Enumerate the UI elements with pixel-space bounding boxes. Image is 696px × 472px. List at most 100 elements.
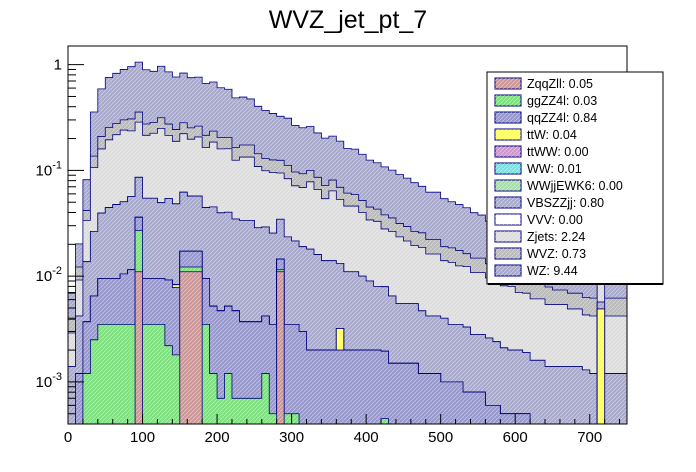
bar-hatch-ggzz4l (239, 398, 248, 424)
bar-hatch-vbszzjj (552, 366, 561, 424)
y-tick-exponent: -3 (52, 371, 62, 383)
bar-hatch-ggzz4l (269, 413, 277, 424)
bar-hatch-zqqzll (187, 271, 195, 424)
bar-hatch-qqzz4l (75, 373, 84, 424)
bar-hatch-qqzz4l (254, 321, 263, 424)
bar-hatch-qqzz4l (209, 306, 218, 424)
bar-hatch-qqzz4l (217, 310, 225, 424)
bar-hatch-vbszzjj (507, 350, 516, 424)
bar-hatch-qqzz4l (373, 350, 382, 424)
bar-hatch-ggzz4l (82, 373, 91, 424)
bar-hatch-ggzz4l (202, 324, 210, 424)
bar-hatch-qqzz4l (299, 331, 307, 424)
bar-hatch-qqzz4l (224, 306, 233, 424)
x-axis: 0 100 200 300 400 500 600 700 (64, 414, 621, 446)
bar-hatch-ggzz4l (209, 373, 218, 424)
bar-hatch-qqzz4l (321, 350, 330, 424)
x-tick-label: 300 (279, 429, 304, 446)
bar-hatch-vbszzjj (515, 350, 523, 424)
legend-label-ttww: ttWW: 0.00 (527, 145, 589, 159)
legend-label-ggzz4l: ggZZ4l: 0.03 (527, 94, 597, 108)
bar-hatch-vbszzjj (530, 360, 538, 424)
bar-hatch-vbszzjj (440, 318, 449, 424)
bar-hatch-vbszzjj (619, 373, 627, 424)
bar-hatch-qqzz4l (515, 413, 523, 424)
bar-hatch-zjets (604, 316, 613, 424)
bar-hatch-zjets (552, 304, 561, 424)
bar-hatch-vbszzjj (492, 341, 501, 424)
bar-hatch-ttw (597, 308, 605, 424)
x-tick-label: 500 (428, 429, 453, 446)
bar-hatch-ggzz4l (224, 373, 233, 424)
bar-hatch-zjets (612, 316, 620, 424)
bar-hatch-qqzz4l (425, 373, 434, 424)
legend-swatch-hatch-wwjjewk6 (495, 180, 521, 191)
x-tick-label: 0 (64, 429, 72, 446)
legend-swatch-hatch-ww (495, 163, 521, 174)
legend-label-wz: WZ: 9.44 (527, 264, 578, 278)
bar-hatch-vbszzjj (485, 338, 494, 424)
bar-hatch-ggzz4l (142, 324, 151, 424)
bar-hatch-vbszzjj (425, 316, 434, 424)
histogram-bars (68, 61, 627, 424)
bar-hatch-ggzz4l (261, 373, 270, 424)
bar-hatch-qqzz4l (477, 392, 486, 424)
legend-swatch-hatch-ttw (495, 129, 521, 140)
bar-hatch-zjets (619, 316, 627, 424)
bar-hatch-qqzz4l (351, 350, 359, 424)
x-tick-label: 100 (130, 429, 155, 446)
legend-label-zjets: Zjets: 2.24 (527, 230, 585, 244)
legend-label-zqqzll: ZqqZll: 0.05 (527, 77, 593, 91)
bar-hatch-qqzz4l (395, 363, 404, 424)
bar-hatch-vbszzjj (574, 366, 583, 424)
bar-hatch-qqzz4l (500, 413, 509, 424)
bar-hatch-qqzz4l (291, 324, 300, 424)
bar-hatch-vbszzjj (545, 366, 553, 424)
bar-hatch-qqzz4l (507, 413, 516, 424)
outline-vbszzjj (68, 176, 627, 374)
x-tick-label: 200 (205, 429, 230, 446)
bar-hatch-vbszzjj (328, 260, 337, 424)
legend-label-ww: WW: 0.01 (527, 162, 582, 176)
bar-hatch-ggzz4l (254, 398, 263, 424)
y-tick-exponent: -1 (52, 159, 62, 171)
outline-ggzz4l (68, 230, 627, 424)
bar-hatch-vbszzjj (321, 260, 330, 424)
bar-hatch-vbszzjj (463, 327, 471, 424)
bar-hatch-zqqzll (135, 271, 143, 424)
bar-hatch-vbszzjj (589, 373, 598, 424)
bar-hatch-vbszzjj (500, 347, 509, 424)
bar-hatch-ggzz4l (246, 398, 255, 424)
bar-hatch-ggzz4l (97, 324, 106, 424)
bar-hatch-qqzz4l (231, 310, 240, 424)
y-tick-label: 10-2 (36, 265, 62, 285)
bar-hatch-qqzz4l (410, 363, 419, 424)
bar-hatch-qqzz4l (328, 350, 337, 424)
bar-hatch-vbszzjj (75, 316, 84, 424)
bar-hatch-qqzz4l (313, 350, 322, 424)
y-tick-label: 1 (54, 57, 62, 74)
legend-label-vvv: VVV: 0.00 (527, 213, 583, 227)
y-tick-label: 10-3 (36, 371, 62, 391)
bar-hatch-vbszzjj (582, 369, 591, 424)
bar-hatch-vbszzjj (351, 271, 359, 424)
bar-hatch-qqzz4l (358, 350, 367, 424)
bar-hatch-ggzz4l (164, 345, 173, 424)
bar-hatch-qqzz4l (388, 363, 397, 424)
bar-hatch-qqzz4l (485, 405, 494, 424)
legend-swatch-hatch-ggzz4l (495, 95, 521, 106)
bar-hatch-ggzz4l (127, 324, 136, 424)
legend-label-ttw: ttW: 0.04 (527, 128, 577, 142)
bar-hatch-ggzz4l (120, 324, 128, 424)
bar-hatch-zqqzll (179, 271, 188, 424)
bar-hatch-ggzz4l (90, 339, 99, 424)
bar-hatch-ggzz4l (217, 398, 225, 424)
bar-hatch-ggzz4l (291, 413, 300, 424)
bar-hatch-vbszzjj (455, 324, 464, 424)
bar-hatch-zqqzll (276, 271, 285, 424)
bar-hatch-qqzz4l (366, 350, 374, 424)
bar-hatch-zjets (545, 304, 553, 424)
bar-hatch-qqzz4l (284, 324, 292, 424)
bar-hatch-ggzz4l (112, 324, 121, 424)
